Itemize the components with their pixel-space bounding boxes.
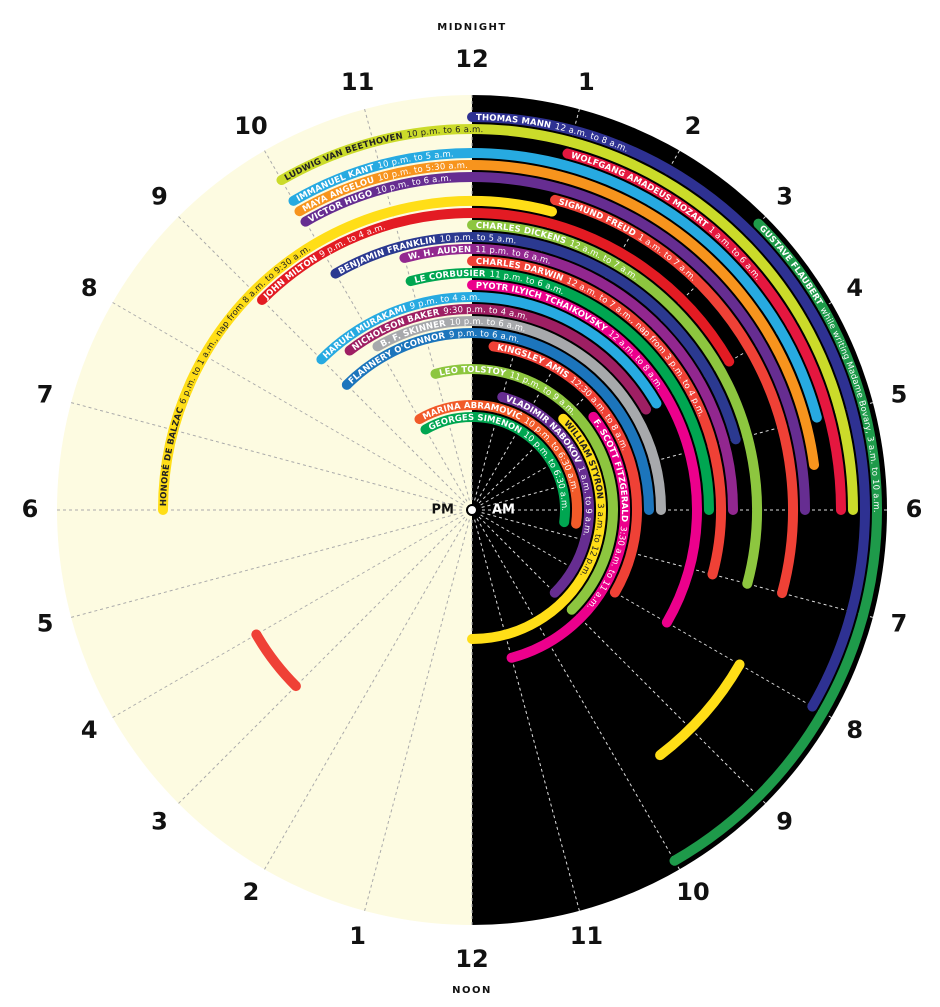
hour-label: 9	[151, 182, 168, 210]
sleep-arc	[288, 148, 822, 423]
sleep-arc	[467, 280, 702, 628]
sleep-arc	[414, 400, 582, 529]
hour-label: 7	[891, 609, 908, 637]
sleep-arc	[467, 256, 726, 580]
sleep-arc	[655, 659, 745, 761]
center	[466, 504, 478, 516]
grid-line	[71, 512, 463, 618]
hour-label: 6	[906, 495, 923, 523]
hour-label: 4	[846, 274, 863, 302]
pm-half	[57, 95, 472, 925]
hour-label: 8	[81, 274, 98, 302]
sleep-arc	[405, 268, 714, 515]
hour-label: 2	[685, 112, 702, 140]
grid-line	[71, 402, 463, 508]
hour-label: 2	[243, 878, 260, 906]
hour-label: 5	[37, 609, 54, 637]
sleep-arc	[562, 148, 846, 515]
sleep-arc	[158, 196, 557, 515]
grid-line	[178, 516, 466, 804]
sleep-arc	[467, 413, 606, 644]
sleep-arc	[251, 629, 301, 692]
grid-line	[112, 302, 464, 506]
hour-label: 3	[776, 182, 793, 210]
am-label: AM	[492, 503, 515, 518]
sleep-arc	[330, 232, 741, 445]
grid-line	[112, 514, 464, 718]
hour-label: 1	[578, 68, 595, 96]
person-name: LEO TOLSTOY	[438, 364, 507, 378]
midnight-label: MIDNIGHT	[437, 22, 506, 33]
sleep-arc	[294, 160, 820, 470]
sleep-arc	[488, 341, 642, 598]
sleep-arc	[344, 304, 652, 415]
hour-label: 11	[570, 922, 603, 950]
hour-label: 8	[846, 716, 863, 744]
grid-line	[364, 519, 470, 911]
grid-line	[474, 519, 580, 911]
hour-label: 12	[455, 45, 488, 73]
hour-label: 12	[455, 945, 488, 973]
hour-label: 7	[37, 381, 54, 409]
sleep-arc	[550, 194, 798, 599]
hour-label: 5	[891, 381, 908, 409]
hour-label: 10	[234, 112, 267, 140]
pm-label: PM	[432, 503, 454, 518]
hour-label: 3	[151, 808, 168, 836]
sleep-arc	[341, 328, 654, 515]
noon-label: NOON	[452, 985, 492, 996]
grid-line	[481, 512, 873, 618]
hour-label: 11	[341, 68, 374, 96]
hour-label: 10	[676, 878, 709, 906]
grid-line	[264, 518, 468, 870]
hour-label: 6	[22, 495, 39, 523]
sleep-arc	[316, 292, 662, 409]
sleep-arc	[467, 112, 870, 712]
sleep-arc	[497, 391, 594, 598]
sleep-arc	[506, 411, 630, 663]
am-half	[472, 95, 887, 925]
hour-label: 1	[349, 922, 366, 950]
grid-line	[178, 216, 466, 504]
grid-line	[476, 518, 680, 870]
sleep-arc	[256, 208, 735, 367]
grid-line	[478, 516, 766, 804]
sleep-arc	[430, 364, 618, 615]
sleep-arc	[372, 316, 666, 515]
sleep-arc	[467, 220, 762, 589]
sleep-arc	[669, 218, 882, 866]
sleep-arc	[300, 172, 810, 515]
sleep-arc	[276, 124, 858, 515]
sleep-arc	[399, 244, 738, 515]
hour-label: 9	[776, 808, 793, 836]
grid-line	[480, 514, 832, 718]
sleep-time: 10 p.m. to 5 a.m.	[439, 232, 517, 246]
sleep-arc	[420, 412, 570, 528]
hour-label: 4	[81, 716, 98, 744]
